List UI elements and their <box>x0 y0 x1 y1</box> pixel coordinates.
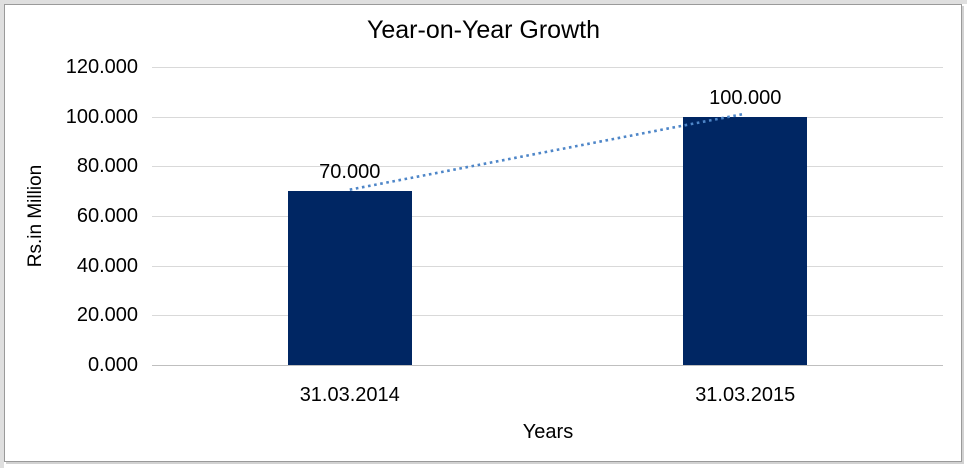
y-tick-label: 120.000 <box>65 56 138 78</box>
x-tick-label: 31.03.2014 <box>299 384 400 406</box>
bar-31.03.2014[interactable] <box>287 191 412 365</box>
bar-31.03.2015[interactable] <box>683 116 808 365</box>
y-tick-label: 80.000 <box>76 155 138 178</box>
x-axis-line <box>152 365 943 366</box>
chart-title: Year-on-Year Growth <box>366 16 600 44</box>
x-axis-title: Years <box>522 421 574 443</box>
gridline <box>152 265 943 267</box>
gridline <box>152 166 943 168</box>
frame-edge-left <box>0 0 4 468</box>
gridline <box>152 315 943 317</box>
bar-data-label: 70.000 <box>319 161 381 184</box>
plot-area <box>152 67 943 366</box>
bar-data-label: 100.000 <box>709 86 782 109</box>
y-tick-label: 0.000 <box>87 354 138 376</box>
gridline <box>152 67 943 68</box>
y-tick-label: 20.000 <box>76 304 138 327</box>
gridline <box>152 216 943 217</box>
frame-edge-top <box>0 0 967 4</box>
y-tick-label: 100.000 <box>65 105 138 128</box>
y-tick-label: 40.000 <box>76 254 138 277</box>
y-tick-label: 60.000 <box>76 205 138 227</box>
gridline <box>152 116 943 118</box>
x-tick-label: 31.03.2015 <box>695 384 796 406</box>
